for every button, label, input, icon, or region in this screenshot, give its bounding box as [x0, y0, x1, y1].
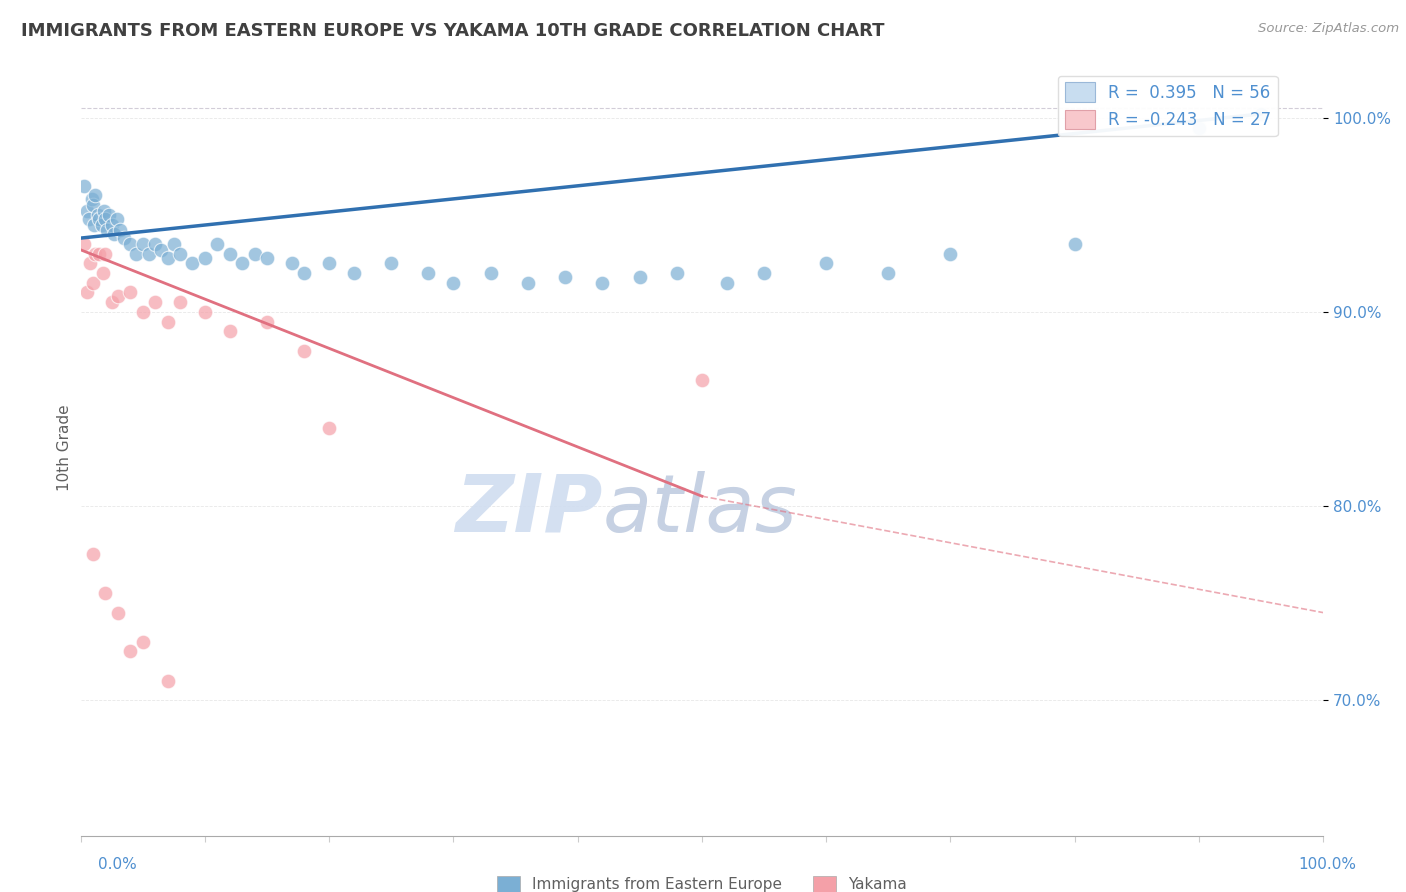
Point [218, 246, 240, 260]
Point [441, 276, 464, 290]
Point [103, 227, 125, 242]
Point [815, 256, 838, 270]
Point [110, 223, 132, 237]
Point [80, 192, 103, 206]
Point [163, 236, 186, 251]
Point [1188, 120, 1211, 135]
Point [83, 218, 105, 232]
Point [87, 208, 110, 222]
Point [1063, 236, 1085, 251]
Point [318, 256, 340, 270]
Point [77, 211, 100, 226]
Point [82, 548, 104, 562]
Point [125, 246, 148, 260]
Text: IMMIGRANTS FROM EASTERN EUROPE VS YAKAMA 10TH GRADE CORRELATION CHART: IMMIGRANTS FROM EASTERN EUROPE VS YAKAMA… [21, 22, 884, 40]
Point [131, 236, 153, 251]
Point [84, 188, 107, 202]
Point [343, 266, 366, 280]
Point [592, 276, 614, 290]
Point [292, 266, 315, 280]
Point [877, 266, 900, 280]
Point [120, 285, 142, 300]
Point [150, 243, 173, 257]
Point [100, 295, 122, 310]
Point [91, 266, 114, 280]
Point [231, 256, 253, 270]
Point [100, 218, 122, 232]
Point [380, 256, 402, 270]
Point [156, 673, 179, 688]
Point [752, 266, 775, 280]
Point [89, 211, 111, 226]
Point [120, 236, 142, 251]
Legend: R =  0.395   N = 56, R = -0.243   N = 27: R = 0.395 N = 56, R = -0.243 N = 27 [1057, 76, 1278, 136]
Point [939, 246, 962, 260]
Point [716, 276, 738, 290]
Point [131, 305, 153, 319]
Point [73, 178, 96, 193]
Text: ZIP: ZIP [456, 471, 603, 549]
Point [666, 266, 689, 280]
Point [93, 203, 115, 218]
Point [76, 285, 98, 300]
Point [94, 246, 117, 260]
Point [90, 218, 112, 232]
Point [318, 421, 340, 435]
Y-axis label: 10th Grade: 10th Grade [58, 404, 72, 491]
Point [98, 208, 121, 222]
Point [143, 295, 166, 310]
Point [194, 305, 217, 319]
Point [690, 373, 713, 387]
Text: 100.0%: 100.0% [1299, 857, 1357, 872]
Point [120, 644, 142, 658]
Point [107, 289, 129, 303]
Point [205, 236, 228, 251]
Point [96, 223, 118, 237]
Point [256, 251, 278, 265]
Point [292, 343, 315, 358]
Point [156, 314, 179, 328]
Point [107, 606, 129, 620]
Point [516, 276, 538, 290]
Point [131, 634, 153, 648]
Point [181, 256, 204, 270]
Point [243, 246, 266, 260]
Point [479, 266, 502, 280]
Point [156, 251, 179, 265]
Point [169, 246, 191, 260]
Text: 0.0%: 0.0% [98, 857, 138, 872]
Point [73, 236, 96, 251]
Point [194, 251, 217, 265]
Point [281, 256, 304, 270]
Point [76, 203, 98, 218]
Text: Source: ZipAtlas.com: Source: ZipAtlas.com [1258, 22, 1399, 36]
Point [143, 236, 166, 251]
Point [628, 269, 651, 284]
Point [112, 231, 135, 245]
Point [94, 211, 117, 226]
Point [218, 324, 240, 338]
Point [1250, 107, 1272, 121]
Point [169, 295, 191, 310]
Point [82, 198, 104, 212]
Point [138, 246, 160, 260]
Point [79, 256, 101, 270]
Point [89, 246, 111, 260]
Point [418, 266, 440, 280]
Point [554, 269, 576, 284]
Point [94, 586, 117, 600]
Point [82, 276, 104, 290]
Point [105, 211, 128, 226]
Text: atlas: atlas [603, 471, 797, 549]
Point [84, 246, 107, 260]
Point [256, 314, 278, 328]
